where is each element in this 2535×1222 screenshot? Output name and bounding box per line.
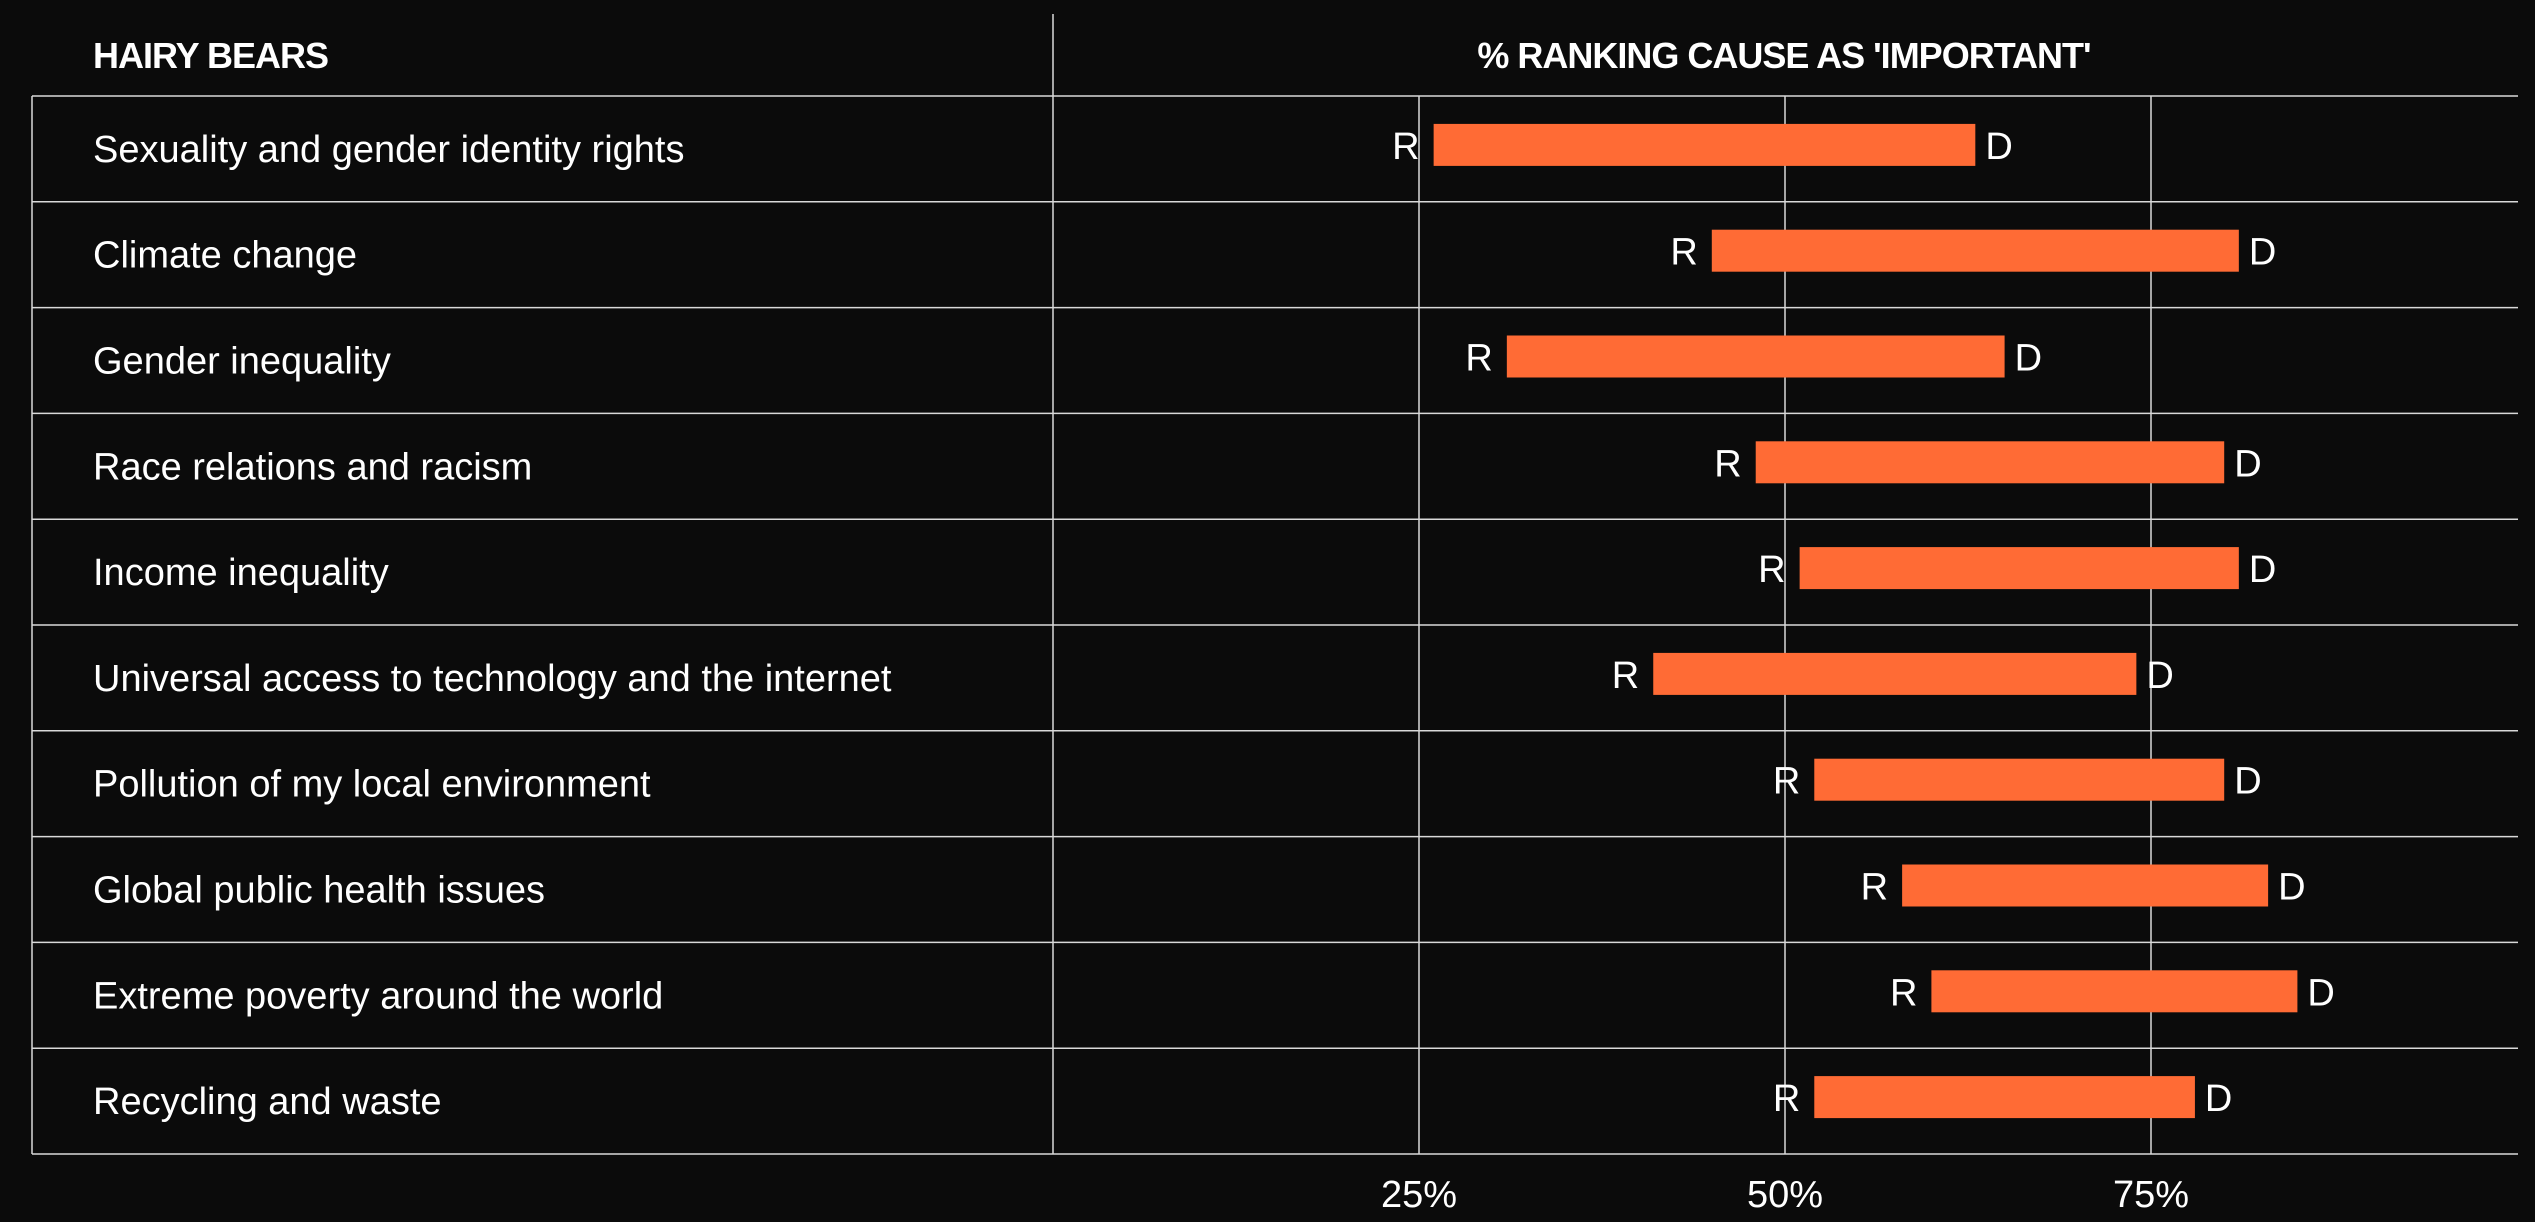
- x-axis-ticks: 25% 50% 75%: [1381, 1174, 2189, 1216]
- series-d-label: D: [2249, 232, 2276, 274]
- x-tick-label: 25%: [1381, 1174, 1457, 1216]
- bars-layer: [1433, 123, 2298, 1119]
- series-d-label: D: [1985, 126, 2012, 168]
- category-label: Universal access to technology and the i…: [93, 658, 892, 700]
- series-d-label: D: [2234, 443, 2261, 485]
- category-label: Extreme poverty around the world: [93, 975, 663, 1017]
- left-column-title: HAIRY BEARS: [93, 35, 328, 76]
- series-r-label: R: [1773, 761, 1800, 803]
- series-r-label: R: [1714, 443, 1741, 485]
- range-bar: [1711, 229, 2239, 272]
- series-d-label: D: [2307, 972, 2334, 1014]
- category-label: Pollution of my local environment: [93, 764, 651, 806]
- category-label: Gender inequality: [93, 341, 391, 383]
- category-label: Race relations and racism: [93, 446, 532, 488]
- series-r-label: R: [1465, 338, 1492, 380]
- category-label: Income inequality: [93, 552, 389, 594]
- labels-layer: Sexuality and gender identity rights R D Cl…: [93, 126, 2335, 1123]
- x-tick-label: 75%: [2113, 1174, 2189, 1216]
- range-bar: [1931, 970, 2298, 1013]
- range-bar: [1814, 1076, 2195, 1119]
- category-label: Global public health issues: [93, 870, 545, 912]
- category-label: Climate change: [93, 235, 357, 277]
- category-label: Recycling and waste: [93, 1081, 442, 1123]
- series-d-label: D: [2015, 338, 2042, 380]
- series-r-label: R: [1890, 972, 1917, 1014]
- series-r-label: R: [1773, 1078, 1800, 1120]
- series-d-label: D: [2205, 1078, 2232, 1120]
- range-bar: [1506, 335, 2005, 378]
- series-r-label: R: [1612, 655, 1639, 697]
- range-bar: [1799, 547, 2239, 590]
- grid-layer: [31, 14, 2518, 1155]
- range-bar: [1902, 864, 2269, 907]
- series-d-label: D: [2234, 761, 2261, 803]
- series-r-label: R: [1861, 867, 1888, 909]
- range-bar: [1433, 123, 1976, 166]
- range-bar: [1653, 652, 2137, 695]
- series-r-label: R: [1758, 549, 1785, 591]
- series-r-label: R: [1392, 126, 1419, 168]
- series-r-label: R: [1670, 232, 1697, 274]
- x-tick-label: 50%: [1747, 1174, 1823, 1216]
- category-label: Sexuality and gender identity rights: [93, 129, 684, 171]
- range-bar: [1755, 441, 2225, 484]
- series-d-label: D: [2278, 867, 2305, 909]
- series-d-label: D: [2249, 549, 2276, 591]
- series-d-label: D: [2146, 655, 2173, 697]
- chart-title: % RANKING CAUSE AS 'IMPORTANT': [1477, 35, 2090, 76]
- range-bar: [1814, 758, 2225, 801]
